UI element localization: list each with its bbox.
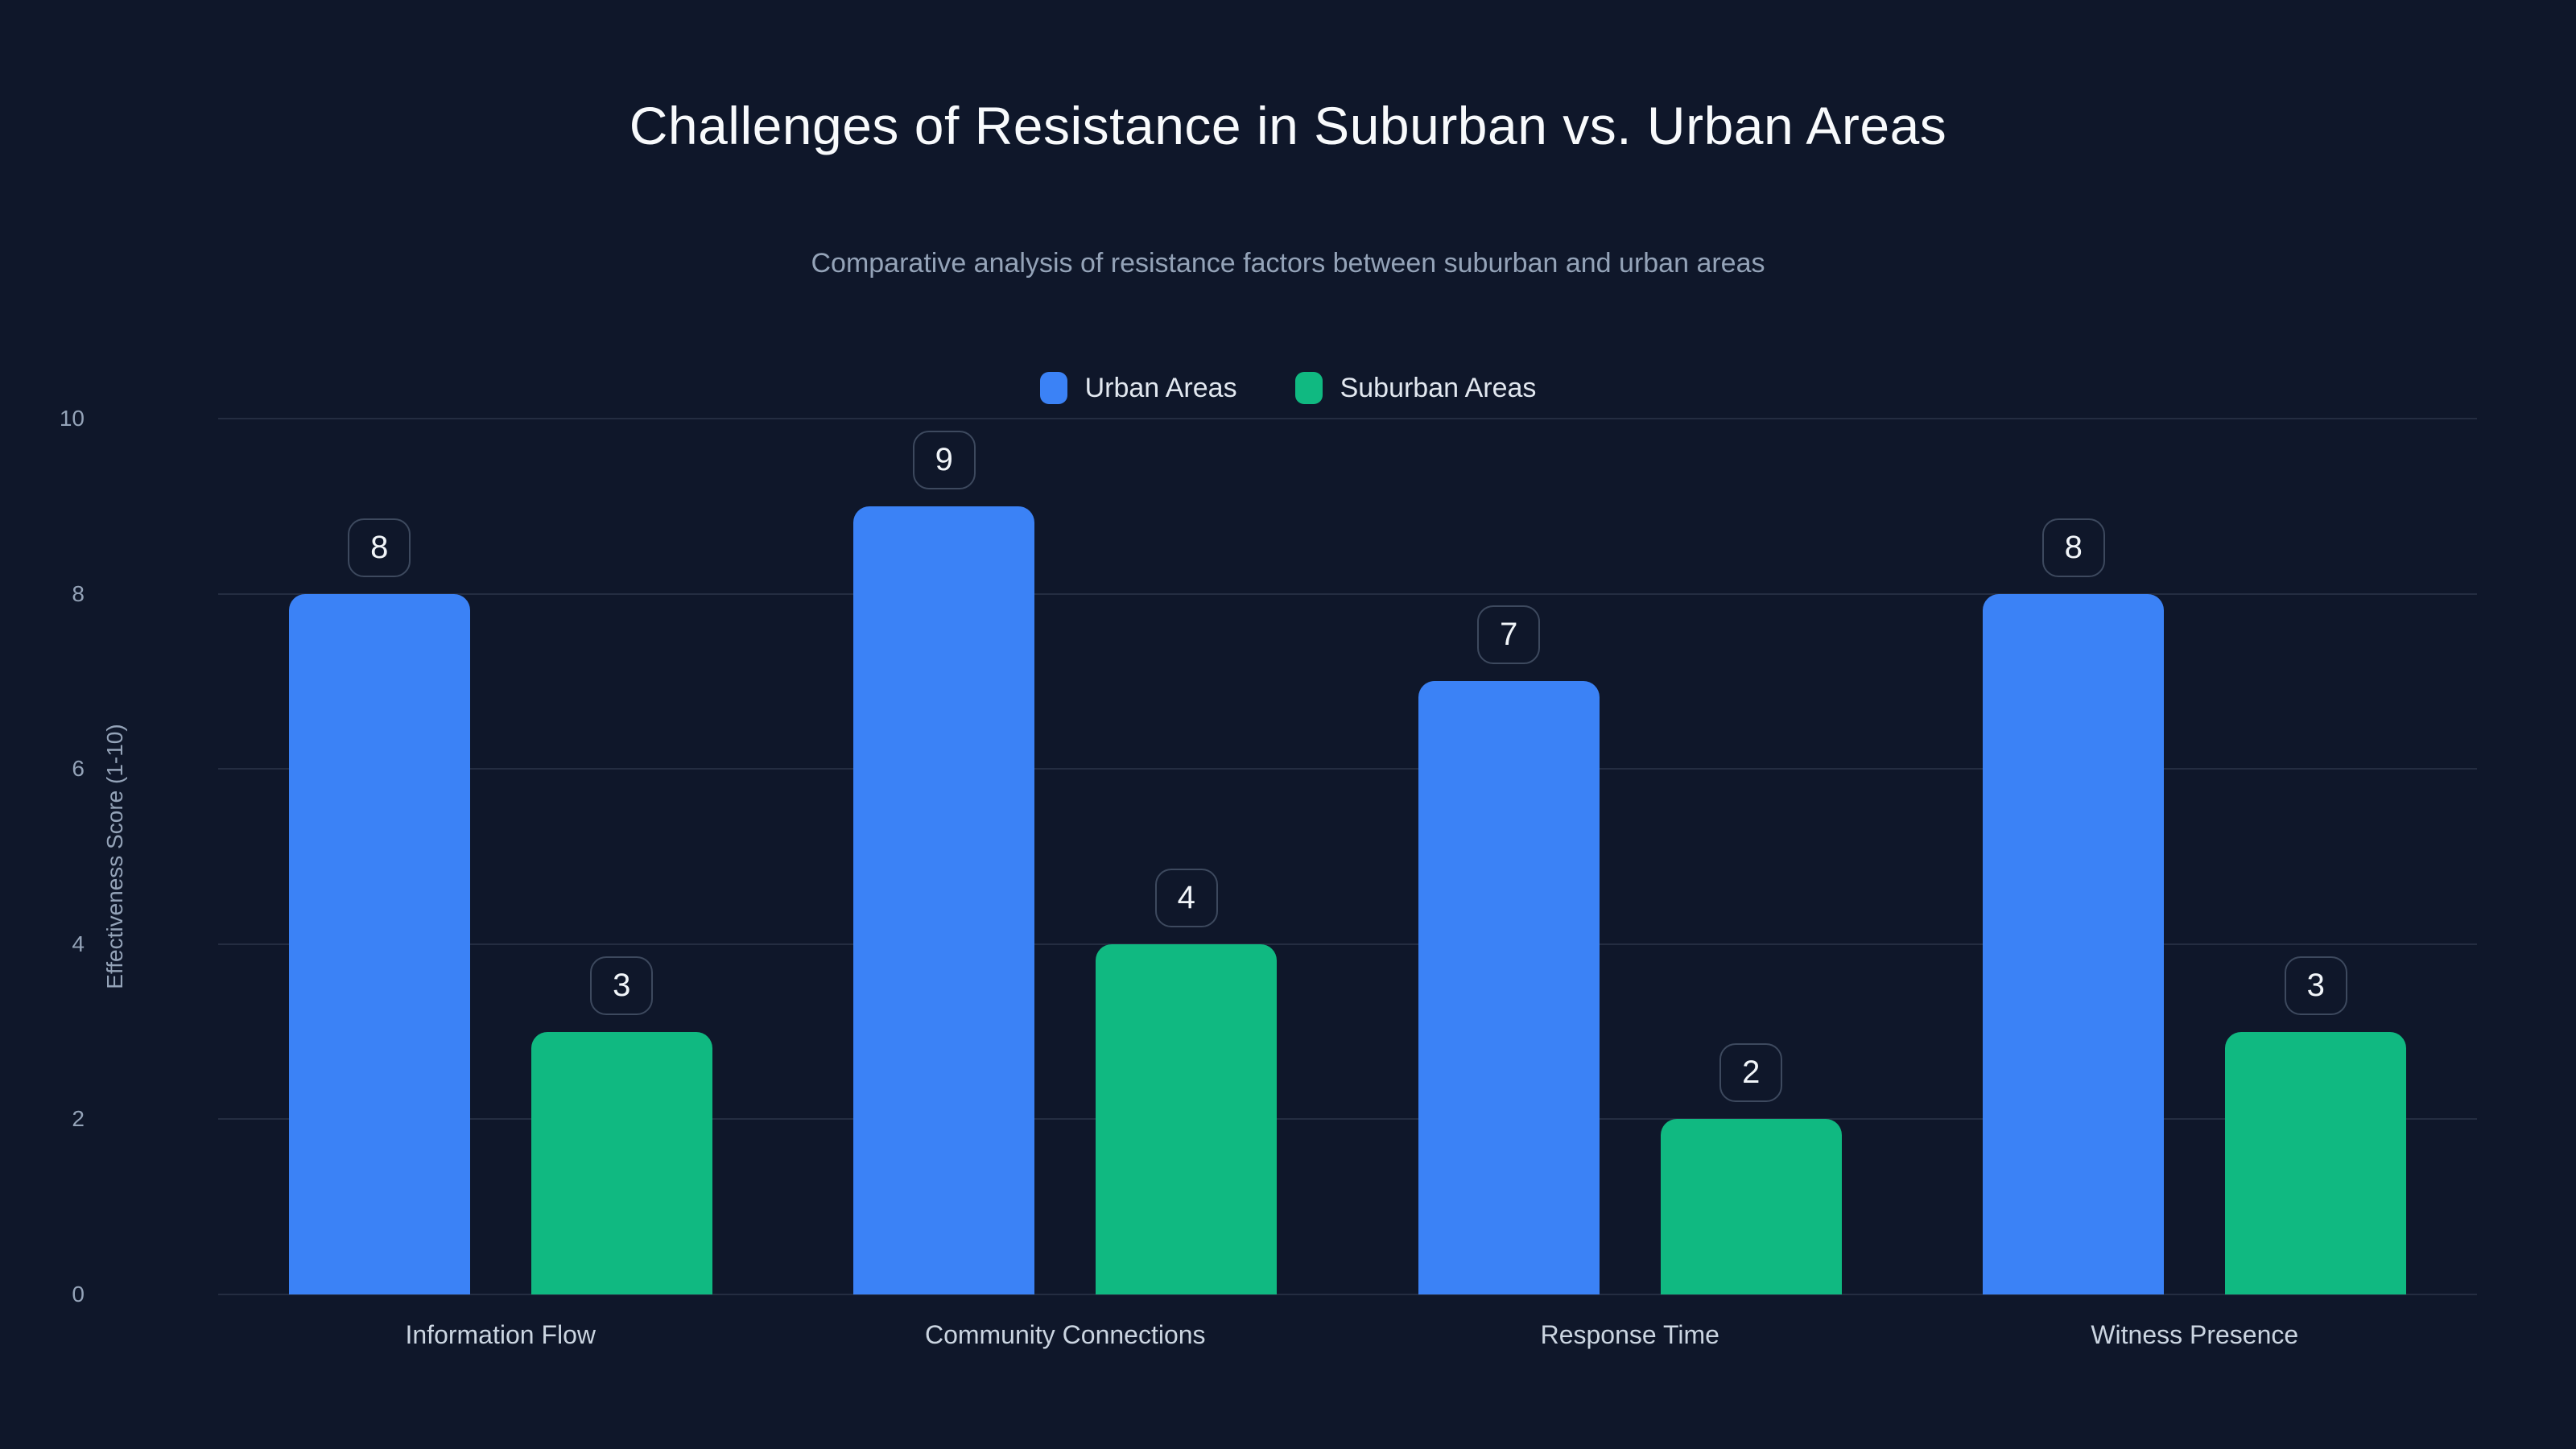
value-label-urban-areas-response-time: 7	[1477, 605, 1541, 665]
gridline-y-6	[218, 768, 2477, 770]
gridline-y-0	[218, 1294, 2477, 1295]
plot-area: 0 2 4 6 8 10 8 3 9 4 7 2 8 3	[60, 406, 2477, 1307]
gridline-y-2	[218, 1118, 2477, 1121]
value-label-suburban-areas-witness-presence: 3	[2284, 956, 2347, 1015]
gridline-y-4	[218, 943, 2477, 945]
bar-suburban-areas-response-time[interactable]	[1660, 1119, 1842, 1294]
bar-suburban-areas-community-connections[interactable]	[1096, 943, 1278, 1294]
value-label-urban-areas-community-connections: 9	[912, 430, 976, 489]
gridline-y-10	[218, 418, 2477, 419]
value-label-urban-areas-information-flow: 8	[348, 518, 411, 577]
y-tick-label-8: 8	[72, 580, 85, 606]
bar-urban-areas-witness-presence[interactable]	[1983, 593, 2165, 1294]
bar-urban-areas-community-connections[interactable]	[853, 506, 1035, 1294]
legend-item-suburban[interactable]: Suburban Areas	[1294, 372, 1537, 404]
bar-urban-areas-information-flow[interactable]	[288, 593, 470, 1294]
chart-legend: Urban Areas Suburban Areas	[0, 372, 2576, 404]
y-axis-title: Effectiveness Score (1-10)	[102, 724, 127, 989]
chart-subtitle: Comparative analysis of resistance facto…	[811, 248, 1765, 279]
gridline-y-8	[218, 592, 2477, 595]
legend-label-suburban: Suburban Areas	[1340, 372, 1537, 403]
chart-title: Challenges of Resistance in Suburban vs.…	[629, 96, 1947, 155]
value-label-suburban-areas-community-connections: 4	[1154, 868, 1218, 927]
x-axis-label-witness-presence: Witness Presence	[2091, 1320, 2299, 1349]
bar-suburban-areas-information-flow[interactable]	[530, 1031, 712, 1294]
value-label-suburban-areas-response-time: 2	[1719, 1043, 1783, 1103]
y-tick-label-10: 10	[59, 406, 85, 431]
y-tick-label-4: 4	[72, 931, 85, 956]
value-label-suburban-areas-information-flow: 3	[590, 956, 654, 1015]
y-tick-label-2: 2	[72, 1106, 85, 1132]
y-tick-label-0: 0	[72, 1282, 85, 1307]
x-axis-label-response-time: Response Time	[1540, 1320, 1719, 1349]
legend-swatch-suburban	[1294, 372, 1323, 404]
x-axis-label-community-connections: Community Connections	[924, 1320, 1206, 1349]
bar-suburban-areas-witness-presence[interactable]	[2225, 1031, 2407, 1294]
legend-label-urban: Urban Areas	[1084, 372, 1237, 403]
bar-urban-areas-response-time[interactable]	[1418, 681, 1600, 1294]
legend-swatch-urban	[1039, 372, 1067, 404]
value-label-urban-areas-witness-presence: 8	[2041, 518, 2105, 577]
y-tick-label-6: 6	[72, 756, 85, 782]
legend-item-urban[interactable]: Urban Areas	[1039, 372, 1237, 404]
x-axis-label-information-flow: Information Flow	[405, 1320, 597, 1349]
